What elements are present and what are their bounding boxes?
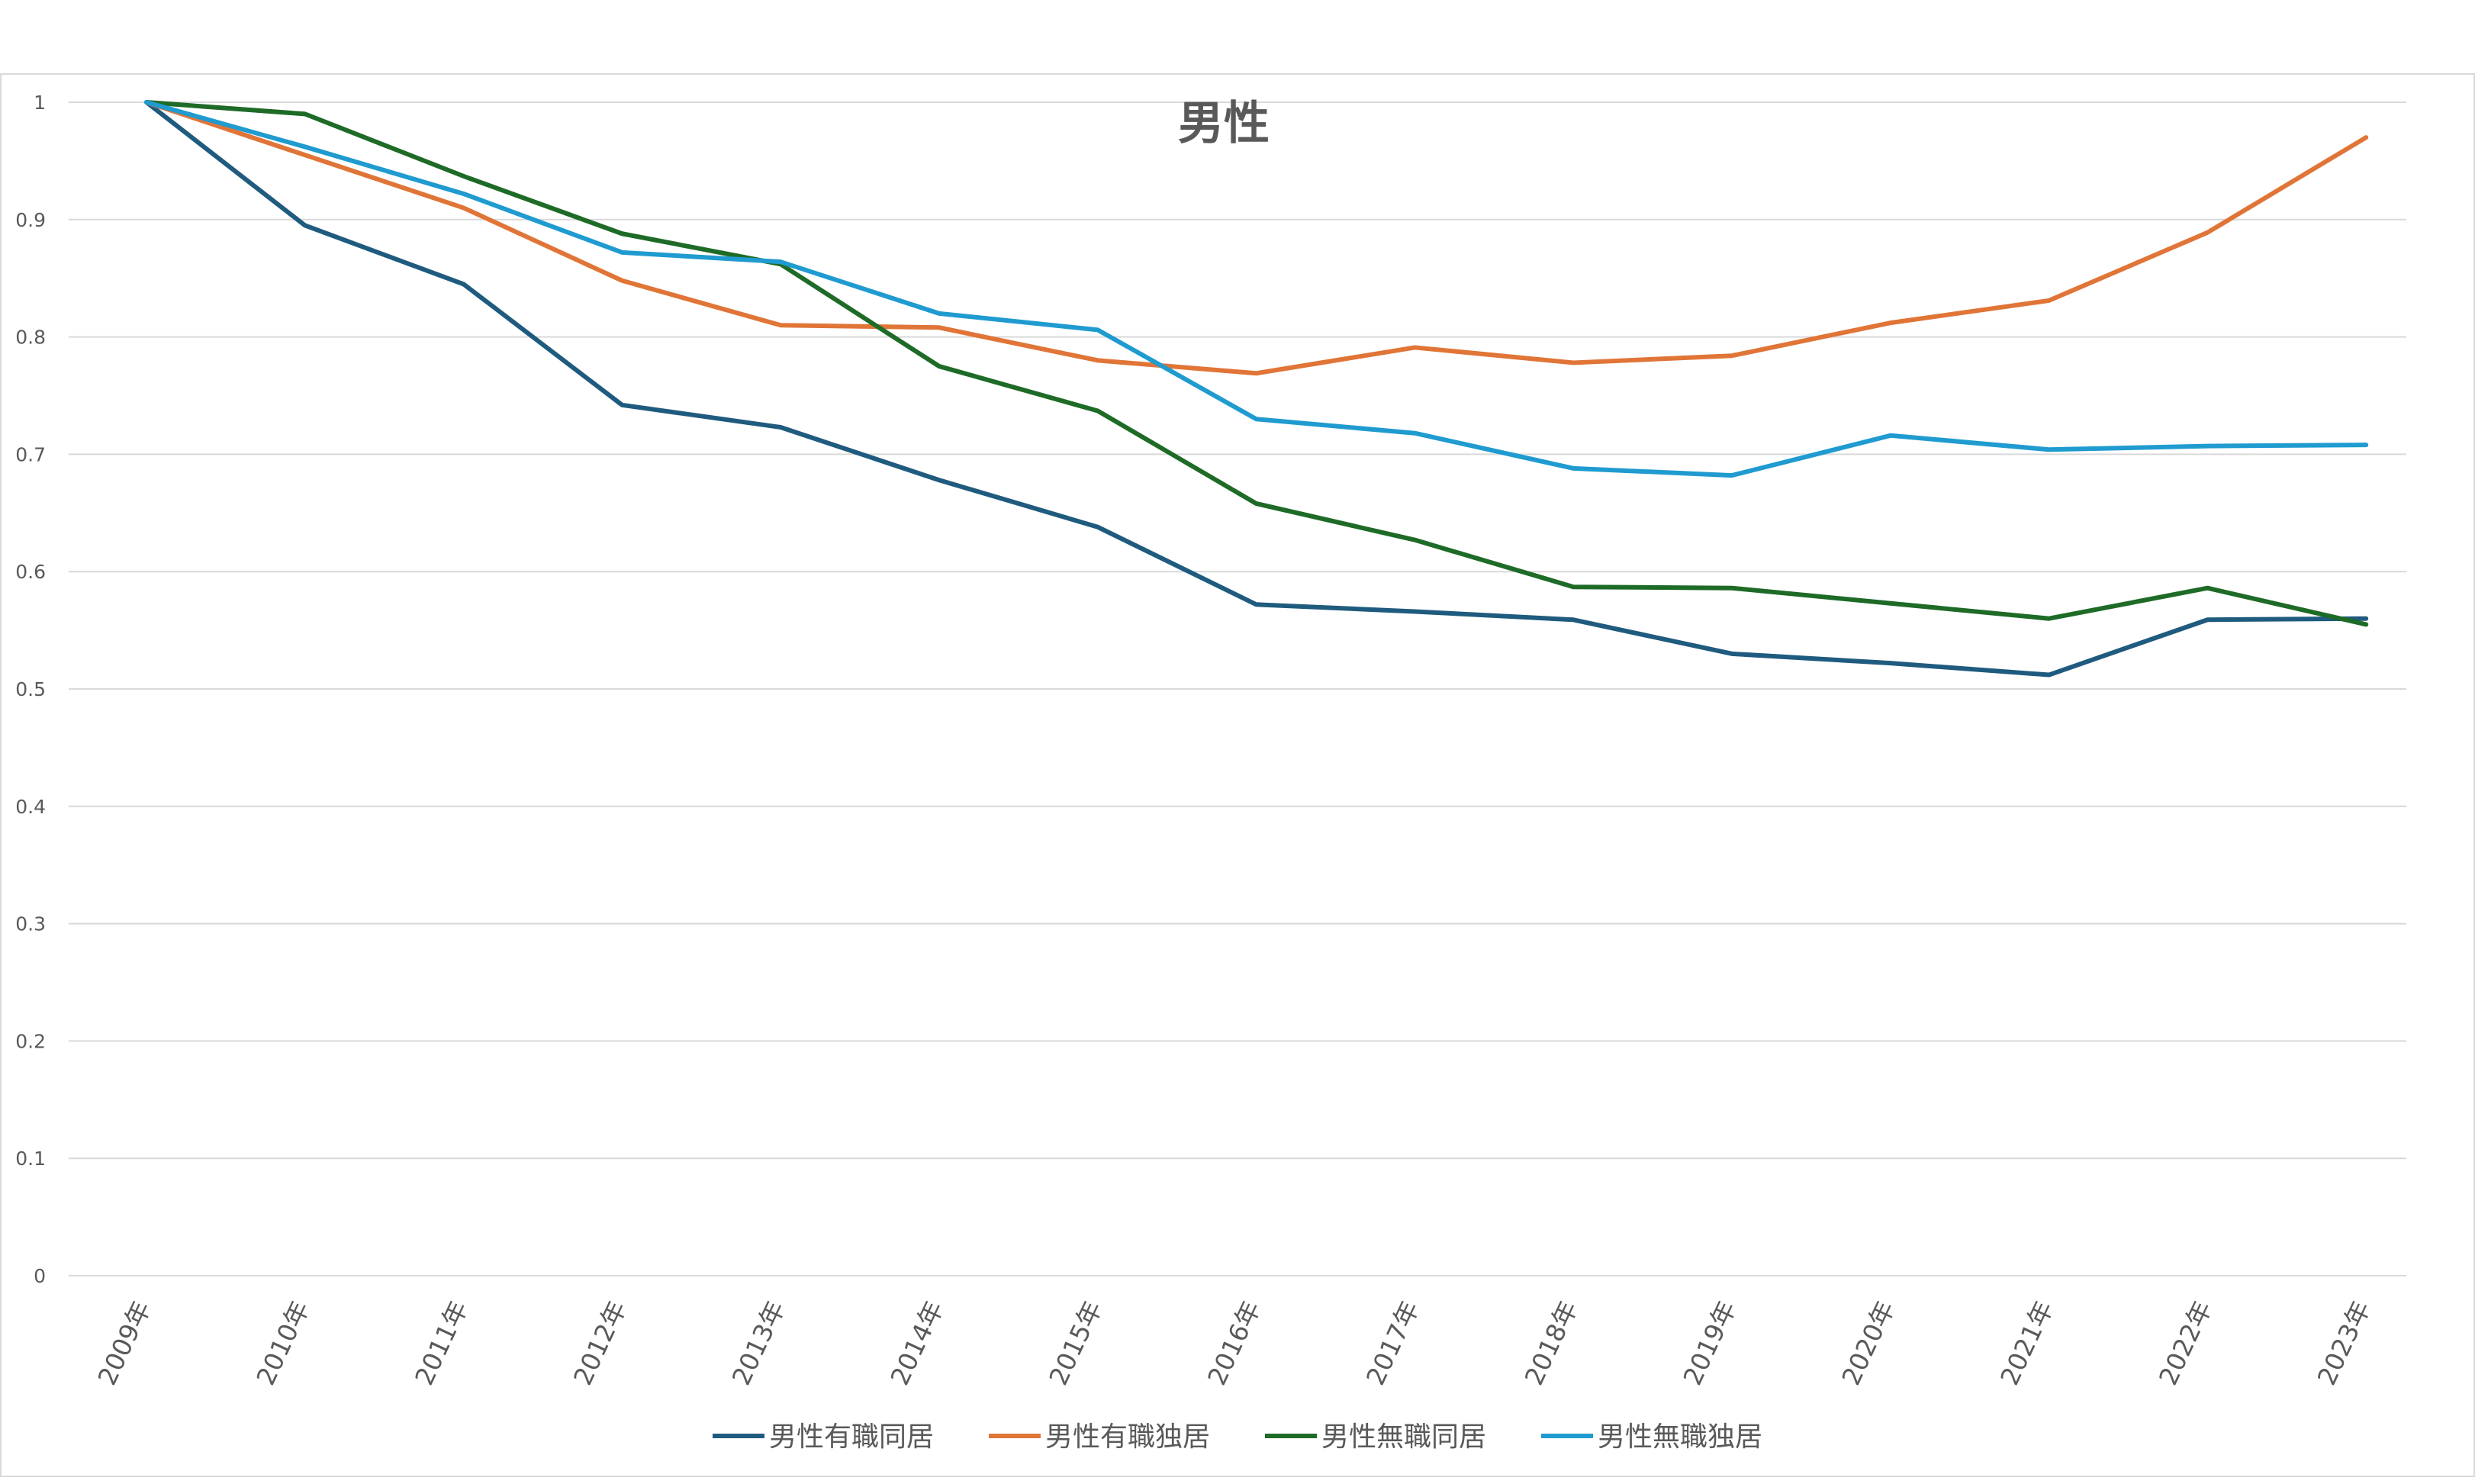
y-tick-label: 0.5 (15, 678, 46, 700)
x-tick-label: 2022年 (2153, 1296, 2218, 1390)
series-line-3 (144, 100, 2369, 627)
y-tick-label: 0.9 (15, 209, 46, 231)
series-lines (144, 100, 2369, 678)
y-tick-label: 0.7 (15, 443, 46, 465)
legend: 男性有職同居 男性有職独居 男性無職同居 男性無職独居 (713, 1421, 1762, 1453)
y-tick-label: 1 (34, 92, 46, 114)
legend-label: 男性有職同居 (769, 1421, 934, 1453)
x-tick-label: 2023年 (2312, 1296, 2377, 1390)
y-tick-label: 0.1 (15, 1148, 46, 1170)
x-tick-label: 2009年 (92, 1296, 156, 1390)
y-axis-ticks: 0 0.1 0.2 0.3 0.4 0.5 0.6 0.7 0.8 0.9 1 (15, 92, 46, 1287)
y-tick-label: 0 (34, 1265, 46, 1287)
x-tick-label: 2021年 (1994, 1296, 2059, 1390)
x-tick-label: 2014年 (884, 1296, 949, 1390)
legend-label: 男性無職同居 (1321, 1421, 1486, 1453)
y-tick-label: 0.3 (15, 913, 46, 935)
x-tick-label: 2018年 (1519, 1296, 1584, 1390)
series-line-2 (144, 100, 2369, 376)
y-tick-label: 0.6 (15, 561, 46, 583)
legend-label: 男性有職独居 (1045, 1421, 1210, 1453)
line-chart: 0 0.1 0.2 0.3 0.4 0.5 0.6 0.7 0.8 0.9 1 2009年 2010年… (15, 92, 2406, 1453)
chart-frame: 0 0.1 0.2 0.3 0.4 0.5 0.6 0.7 0.8 0.9 1 2009年 2010年… (0, 73, 2475, 1477)
x-tick-label: 2019年 (1677, 1296, 1742, 1390)
y-tick-label: 0.2 (15, 1030, 46, 1052)
chart-title: 男性 (1178, 97, 1270, 150)
x-axis-ticks: 2009年 2010年 2011年 2012年 2013年 2014年 2015年 2016年… (92, 1296, 2376, 1390)
x-tick-label: 2016年 (1202, 1296, 1266, 1390)
gridlines (69, 101, 2406, 1276)
x-tick-label: 2020年 (1836, 1296, 1901, 1390)
x-tick-label: 2011年 (409, 1296, 474, 1390)
x-tick-label: 2015年 (1043, 1296, 1108, 1390)
y-tick-label: 0.8 (15, 327, 46, 349)
x-tick-label: 2012年 (568, 1296, 632, 1390)
x-tick-label: 2010年 (250, 1296, 315, 1390)
series-line-1 (144, 100, 2369, 678)
legend-label: 男性無職独居 (1598, 1421, 1762, 1453)
x-tick-label: 2013年 (726, 1296, 791, 1390)
x-tick-label: 2017年 (1360, 1296, 1425, 1390)
y-tick-label: 0.4 (15, 796, 46, 818)
series-line-4 (144, 100, 2369, 478)
